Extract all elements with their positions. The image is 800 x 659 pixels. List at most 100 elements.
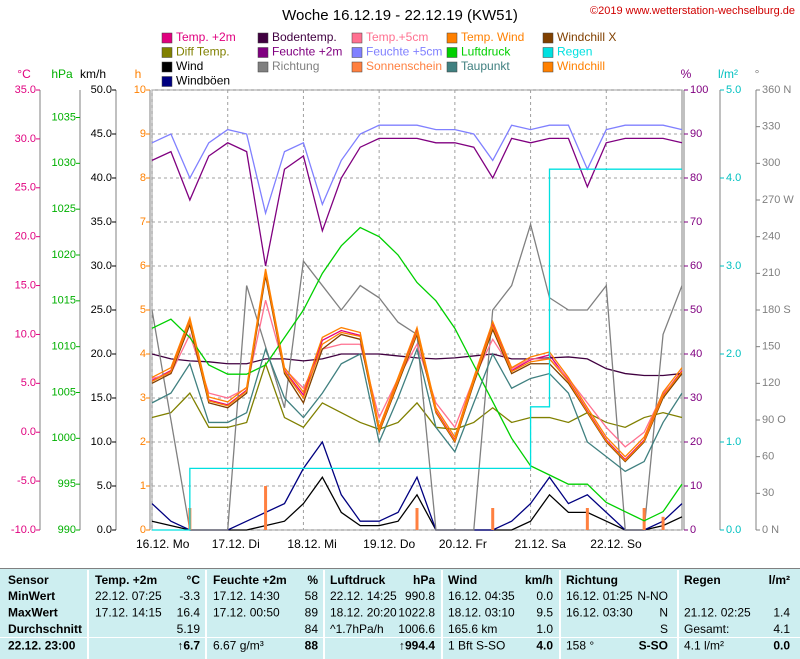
y-tick-label: 210	[762, 267, 780, 279]
y-tick-label: 1025	[52, 203, 76, 215]
y-tick-label: 50	[690, 304, 702, 316]
table-cell: N	[659, 606, 668, 620]
y-tick-label: 0	[690, 524, 696, 536]
table-cell: 18.12. 03:10	[448, 606, 515, 620]
legend-swatch	[161, 76, 173, 87]
y-tick-label: 270 W	[762, 194, 794, 206]
legend-label: Feuchte +5cm	[366, 45, 442, 59]
y-tick-label: 3	[140, 392, 146, 404]
table-cell: Richtung	[566, 573, 618, 587]
series-line	[151, 475, 683, 531]
y-tick-label: 1005	[52, 386, 76, 398]
y-tick-label: 20.0	[91, 348, 112, 360]
y-tick-label: 10	[134, 84, 146, 96]
y-tick-label: 5.0	[21, 377, 36, 389]
y-tick-label: 240	[762, 231, 780, 243]
table-cell: 16.12. 03:30	[566, 606, 633, 620]
series-line	[151, 440, 683, 531]
table-cell: 89	[305, 606, 319, 620]
legend-label: Windböen	[176, 74, 230, 88]
table-cell: ^1.7hPa/h	[330, 622, 384, 636]
sunshine-bar	[661, 516, 665, 530]
chart-title: Woche 16.12.19 - 22.12.19 (KW51)	[282, 7, 518, 24]
table-cell: ↑994.4	[399, 639, 435, 653]
table-cell: 0.0	[536, 589, 553, 603]
table-cell: 9.5	[536, 606, 553, 620]
table-cell: 16.12. 04:35	[448, 589, 515, 603]
table-cell: Gesamt:	[684, 622, 729, 636]
y-tick-label: 2	[140, 436, 146, 448]
y-tick-label: 0.0	[21, 426, 36, 438]
y-tick-label: 7	[140, 216, 146, 228]
table-cell: 0.0	[773, 639, 790, 653]
table-cell: 4.1 l/m²	[684, 639, 724, 653]
y-tick-label: 15.0	[91, 392, 112, 404]
table-cell: S-SO	[639, 639, 668, 653]
legend-swatch	[351, 32, 363, 44]
legend-swatch	[161, 32, 173, 44]
y-tick-label: 0.0	[97, 524, 112, 536]
y-tick-label: 9	[140, 128, 146, 140]
y-tick-label: 8	[140, 172, 146, 184]
series-line	[152, 168, 682, 531]
y-tick-label: 45.0	[91, 128, 112, 140]
legend-label: Wind	[176, 59, 203, 73]
table-cell: 158 °	[566, 639, 594, 653]
table-cell: 1.0	[536, 622, 553, 636]
table-cell: 1022.8	[398, 606, 435, 620]
table-cell: 5.19	[177, 622, 201, 636]
table-cell: 4.0	[536, 639, 553, 653]
table-cell: hPa	[413, 573, 435, 587]
y-tick-label: 25.0	[91, 304, 112, 316]
axis-title: l/m²	[718, 67, 738, 81]
y-tick-label: 90	[690, 128, 702, 140]
axis-title: hPa	[51, 67, 73, 81]
table-cell: -3.3	[179, 589, 200, 603]
y-tick-label: 30.0	[91, 260, 112, 272]
chart: Woche 16.12.19 - 22.12.19 (KW51) ©2019 w…	[10, 4, 795, 552]
table-cell: MinWert	[8, 589, 55, 603]
table-cell: Feuchte +2m	[213, 573, 287, 587]
series-line	[151, 361, 683, 430]
y-tick-label: 1020	[52, 249, 76, 261]
x-tick-label: 16.12. Mo	[136, 537, 190, 551]
legend-swatch	[446, 61, 458, 73]
y-tick-label: 10.0	[91, 436, 112, 448]
y-tick-label: 50.0	[91, 84, 112, 96]
legend-swatch	[446, 47, 458, 58]
table-cell: 18.12. 20:20	[330, 606, 397, 620]
table-cell: 21.12. 02:25	[684, 606, 751, 620]
sunshine-bar	[585, 508, 589, 530]
y-tick-label: 6	[140, 260, 146, 272]
axis-title: °	[755, 67, 760, 81]
table-cell: 1 Bft S-SO	[448, 639, 505, 653]
y-tick-label: 0	[140, 524, 146, 536]
legend-swatch	[257, 61, 269, 73]
legend-label: Windchill X	[557, 30, 616, 44]
legend-label: Bodentemp.	[272, 30, 337, 44]
legend-label: Diff Temp.	[176, 45, 230, 59]
copyright: ©2019 www.wetterstation-wechselburg.de	[590, 5, 795, 17]
legend-label: Richtung	[272, 59, 319, 73]
y-tick-label: 5	[140, 304, 146, 316]
legend-label: Temp.+5cm	[366, 30, 428, 44]
y-tick-label: 80	[690, 172, 702, 184]
y-tick-label: 40	[690, 348, 702, 360]
legend-swatch	[542, 61, 554, 73]
table-cell: 58	[305, 589, 319, 603]
legend-label: Temp. Wind	[461, 30, 524, 44]
y-tick-label: 10.0	[15, 328, 36, 340]
y-tick-label: 1010	[52, 341, 76, 353]
y-tick-label: 300	[762, 157, 780, 169]
table-cell: N-NO	[637, 589, 668, 603]
y-tick-label: 5.0	[726, 84, 741, 96]
legend-label: Windchill	[557, 59, 605, 73]
table-cell: 84	[305, 622, 319, 636]
y-tick-label: 100	[690, 84, 708, 96]
legend-label: Luftdruck	[461, 45, 511, 59]
legend-swatch	[351, 61, 363, 73]
y-tick-label: 995	[58, 478, 76, 490]
table-cell: 17.12. 00:50	[213, 606, 280, 620]
x-tick-label: 17.12. Di	[212, 537, 260, 551]
